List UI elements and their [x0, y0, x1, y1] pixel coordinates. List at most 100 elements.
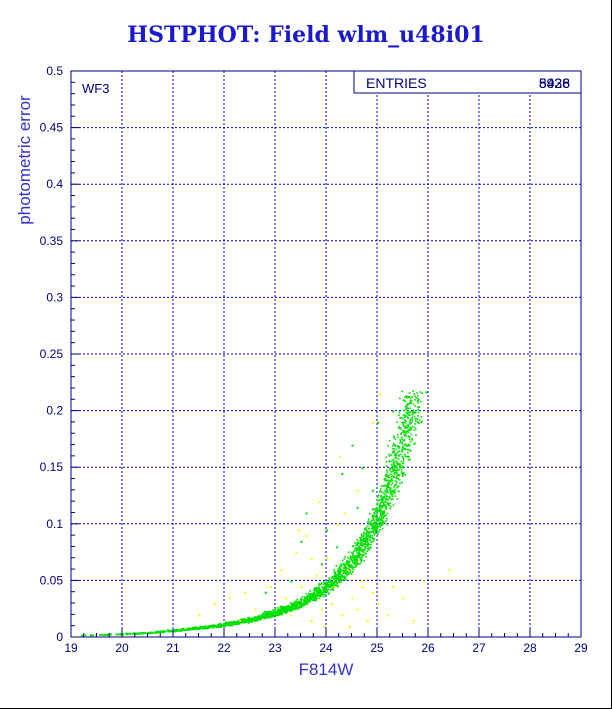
green-point	[379, 503, 381, 506]
green-point	[366, 538, 368, 540]
green-point	[360, 534, 363, 537]
green-point	[309, 597, 311, 600]
green-point	[282, 610, 284, 613]
green-point	[167, 629, 169, 631]
green-point	[284, 610, 286, 613]
green-point	[390, 505, 392, 508]
green-point	[393, 490, 396, 493]
green-point	[372, 540, 374, 543]
green-point	[234, 621, 236, 624]
green-point	[377, 509, 380, 512]
green-point	[260, 618, 262, 621]
green-point	[390, 473, 392, 476]
green-point	[410, 433, 413, 436]
green-point	[360, 537, 362, 540]
green-point	[244, 618, 246, 620]
green-point	[181, 628, 184, 631]
green-point	[371, 531, 373, 533]
green-point	[372, 508, 374, 510]
green-point	[318, 594, 320, 596]
green-point	[378, 519, 381, 521]
green-point	[380, 495, 382, 498]
green-point	[408, 444, 411, 447]
green-point	[204, 626, 207, 629]
green-point	[165, 630, 167, 633]
green-point	[358, 550, 360, 552]
green-point	[334, 580, 336, 582]
green-point	[389, 502, 391, 505]
green-point	[286, 607, 289, 609]
green-point	[408, 427, 411, 430]
green-point	[390, 483, 393, 486]
green-point	[393, 491, 395, 494]
green-point	[321, 592, 324, 594]
green-point	[305, 599, 308, 602]
green-point	[250, 618, 252, 620]
green-point	[368, 547, 370, 549]
green-point	[278, 611, 281, 613]
green-point	[369, 523, 371, 525]
green-point	[391, 467, 394, 470]
green-point	[316, 597, 318, 600]
green-point	[280, 612, 283, 615]
green-point	[344, 577, 346, 580]
green-point	[315, 599, 317, 601]
green-point	[334, 571, 337, 574]
green-point	[388, 486, 390, 488]
green-point	[214, 625, 216, 627]
green-point	[379, 491, 381, 493]
green-point	[359, 547, 361, 549]
yellow-point	[348, 625, 351, 628]
green-point	[319, 592, 321, 594]
green-point	[323, 586, 325, 588]
green-point	[413, 429, 416, 431]
green-point	[394, 469, 397, 471]
green-point	[323, 582, 326, 585]
yellow-point	[305, 535, 308, 538]
green-point	[359, 554, 362, 556]
green-point	[292, 604, 294, 607]
green-point	[384, 514, 386, 517]
green-point	[258, 617, 261, 620]
green-point	[380, 514, 383, 517]
y-tick-label: 0.2	[46, 404, 63, 418]
yellow-point	[448, 569, 451, 572]
yellow-point	[295, 552, 298, 555]
y-tick-label: 0	[56, 630, 63, 644]
green-point	[399, 417, 401, 419]
green-point	[377, 525, 379, 528]
green-point	[240, 621, 243, 624]
green-point	[282, 606, 285, 608]
green-point	[202, 627, 204, 630]
green-point	[290, 604, 293, 607]
green-point	[393, 450, 396, 452]
y-tick-label: 0.5	[46, 64, 63, 78]
green-point	[337, 573, 340, 575]
green-point	[380, 516, 383, 518]
green-point	[287, 609, 290, 611]
green-point	[354, 555, 356, 557]
green-point	[316, 594, 319, 596]
green-point	[365, 539, 367, 542]
green-point	[320, 593, 323, 595]
green-point	[360, 547, 362, 549]
green-outlier-point	[300, 540, 303, 543]
green-point	[387, 491, 389, 494]
green-point	[326, 585, 329, 587]
green-point	[290, 609, 293, 612]
y-tick-label: 0.25	[40, 347, 64, 361]
green-point	[391, 474, 394, 477]
green-point	[298, 602, 300, 605]
green-point	[308, 601, 311, 603]
green-point	[162, 631, 165, 633]
green-point	[390, 498, 392, 501]
green-point	[414, 418, 417, 420]
green-point	[297, 606, 299, 608]
green-point	[301, 596, 304, 598]
green-point	[328, 585, 330, 587]
green-point	[257, 618, 260, 621]
green-point	[333, 581, 336, 583]
green-point	[372, 514, 375, 517]
green-point	[211, 626, 214, 629]
green-point	[375, 510, 378, 513]
